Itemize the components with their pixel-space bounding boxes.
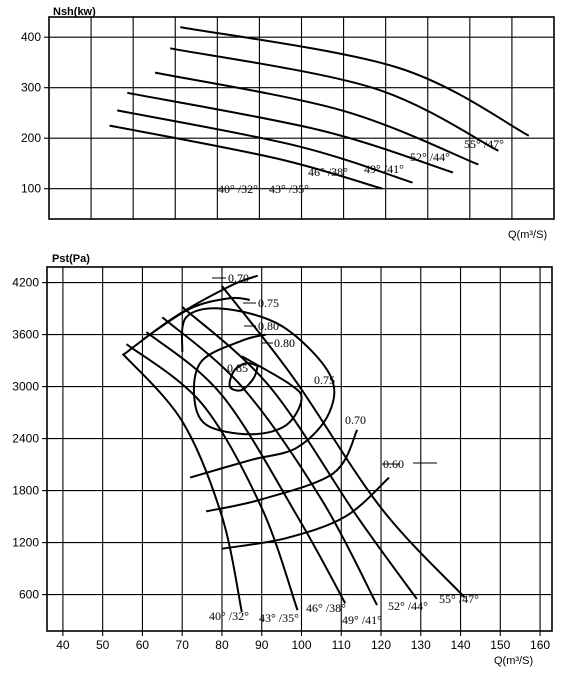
top-blade-label-46: 46° /38° (308, 165, 348, 179)
top-power-curve (117, 109, 413, 184)
top-power-curves (109, 26, 530, 190)
bottom-x-tick-label: 120 (371, 638, 391, 652)
top-x-axis-label: Q(m³/S) (508, 229, 547, 241)
top-blade-label-55: 55° /47° (464, 137, 504, 151)
bottom-chart-frame (46, 266, 553, 632)
blade-angle-curve (181, 306, 418, 600)
eff-label-080-b: 0.80 (274, 336, 295, 350)
bottom-blade-label-43: 43° /35° (259, 611, 299, 625)
efficiency-curve (221, 476, 390, 550)
bottom-blade-label-52: 52° /44° (388, 599, 428, 613)
eff-label-075-right: 0.75 (314, 373, 335, 387)
bottom-blade-label-49: 49° /41° (342, 613, 382, 627)
blade-angle-curves (121, 285, 466, 613)
bottom-x-tick-label: 80 (215, 638, 229, 652)
bottom-x-tick-label: 150 (490, 638, 510, 652)
top-y-tick-label: 100 (21, 182, 41, 196)
top-y-tick-label: 200 (21, 131, 41, 145)
bottom-x-tick-label: 50 (96, 638, 110, 652)
eff-label-060: 0.60 (383, 457, 404, 471)
bottom-y-tick-label: 1800 (12, 484, 39, 498)
bottom-x-tick-label: 140 (451, 638, 471, 652)
top-blade-label-49: 49° /41° (364, 162, 404, 176)
top-blade-labels: 40° /32° 43° /35° 46° /38° 49° /41° 52° … (218, 137, 504, 196)
bottom-y-tick-label: 3600 (12, 328, 39, 342)
bottom-blade-label-40: 40° /32° (209, 609, 249, 623)
eff-label-075-top: 0.75 (258, 296, 279, 310)
bottom-y-tick-label: 1200 (12, 536, 39, 550)
bottom-blade-label-55: 55° /47° (439, 592, 479, 606)
efficiency-curve (228, 362, 259, 392)
blade-angle-curve (221, 285, 466, 598)
bottom-y-ticks: 4200 3600 3000 2400 1800 1200 600 (12, 276, 47, 602)
bottom-x-tick-label: 110 (332, 638, 351, 652)
top-power-curve (109, 124, 383, 190)
efficiency-curve (205, 429, 359, 513)
top-x-label-text: Q(m³/S) (508, 229, 547, 241)
bottom-y-tick-label: 3000 (12, 380, 39, 394)
top-blade-label-40: 40° /32° (218, 182, 258, 196)
top-power-curve (170, 47, 499, 152)
bottom-x-tick-label: 40 (56, 638, 70, 652)
bottom-blade-label-46: 46° /38° (306, 601, 346, 615)
top-power-curve (154, 71, 479, 166)
eff-label-080-a: 0.80 (258, 319, 279, 333)
top-y-ticks: 400 300 200 100 (21, 30, 49, 196)
top-chart-grid (49, 17, 554, 219)
efficiency-curve (180, 307, 336, 479)
bottom-blade-labels: 40° /32° 43° /35° 46° /38° 49° /41° 52° … (209, 592, 479, 627)
top-blade-label-43: 43° /35° (269, 182, 309, 196)
top-y-tick-label: 300 (21, 81, 41, 95)
bottom-x-tick-label: 160 (530, 638, 550, 652)
bottom-chart-grid (47, 267, 552, 631)
efficiency-labels: 0.70 0.75 0.80 0.80 0.85 0.75 0.70 0.60 (212, 271, 437, 471)
bottom-x-tick-label: 130 (411, 638, 431, 652)
efficiency-curves (122, 274, 390, 550)
bottom-y-tick-label: 600 (19, 588, 39, 602)
bottom-x-tick-label: 100 (291, 638, 311, 652)
bottom-y-tick-label: 2400 (12, 432, 39, 446)
bottom-y-tick-label: 4200 (12, 276, 39, 290)
eff-label-070-top: 0.70 (228, 271, 249, 285)
top-y-tick-label: 400 (21, 30, 41, 44)
eff-label-070-right: 0.70 (345, 413, 366, 427)
blade-angle-curve (145, 331, 347, 604)
bottom-x-ticks: 40 50 60 70 80 90 100 110 120 130 140 150 160 (56, 631, 550, 652)
efficiency-curve (141, 296, 250, 341)
blade-angle-curve (121, 353, 243, 613)
static-pressure-chart: 4200 3600 3000 2400 1800 1200 600 40 50 60 70 80 90… (12, 253, 553, 667)
bottom-x-tick-label: 60 (136, 638, 150, 652)
top-power-curve (180, 26, 530, 137)
blade-angle-curve (125, 343, 299, 611)
bottom-x-tick-label: 90 (255, 638, 269, 652)
top-power-curve (127, 91, 454, 174)
shaft-power-chart: 400 300 200 100 Nsh(kw) Q(m³/S) 40° /32° 43… (21, 6, 555, 241)
efficiency-curve (192, 333, 303, 436)
top-y-axis-label: Nsh(kw) (53, 6, 96, 18)
blade-angle-curve (161, 316, 378, 606)
bottom-x-tick-label: 70 (176, 638, 190, 652)
bottom-x-axis-label: Q(m³/S) (494, 655, 533, 667)
top-blade-label-52: 52° /44° (410, 150, 450, 164)
eff-label-085: 0.85 (227, 361, 248, 375)
bottom-y-axis-label: Pst(Pa) (52, 253, 90, 265)
